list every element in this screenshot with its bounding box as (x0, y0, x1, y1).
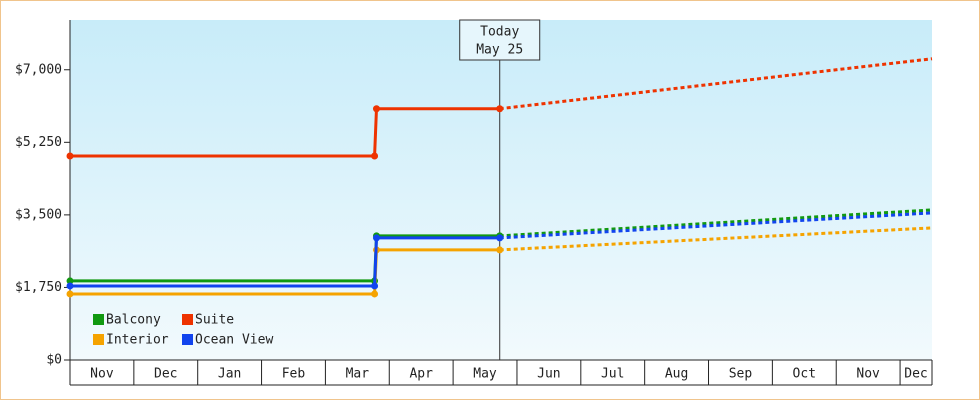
x-tick-label: Oct (793, 367, 816, 382)
plot-area (70, 20, 932, 360)
point (371, 282, 379, 290)
x-tick-label: May (473, 367, 497, 382)
point (66, 277, 74, 285)
x-tick-label: Aug (665, 367, 688, 382)
today-label: May 25 (476, 43, 523, 58)
point (66, 290, 74, 298)
x-tick-label: Jan (218, 367, 241, 382)
legend-swatch (182, 334, 193, 345)
x-tick-label: Dec (154, 367, 177, 382)
legend-swatch (182, 314, 193, 325)
legend-swatch (93, 334, 104, 345)
point (496, 105, 504, 113)
point (372, 105, 380, 113)
y-tick-label: $5,250 (15, 135, 62, 150)
legend-label: Balcony (106, 313, 161, 328)
legend-swatch (93, 314, 104, 325)
y-tick-label: $3,500 (15, 207, 62, 222)
x-tick-label: Dec (904, 367, 927, 382)
point (496, 234, 504, 242)
today-box (459, 19, 541, 61)
x-tick-label: Sep (729, 367, 753, 382)
y-tick-label: $0 (46, 353, 62, 368)
x-tick-label: Jul (601, 367, 624, 382)
point (496, 246, 504, 254)
series-line (70, 107, 500, 158)
x-tick-label: Jun (537, 367, 560, 382)
point (372, 234, 380, 242)
series-line (70, 236, 500, 288)
forecast-line (499, 57, 933, 111)
x-tick-label: Nov (90, 367, 114, 382)
point (66, 282, 74, 290)
x-tick-label: Mar (346, 367, 370, 382)
legend-label: Ocean View (195, 333, 273, 348)
x-tick-label: Nov (856, 367, 880, 382)
y-tick-label: $7,000 (15, 62, 62, 77)
x-tick-label: Apr (409, 367, 433, 382)
legend-label: Suite (195, 313, 234, 328)
legend-label: Interior (106, 333, 169, 348)
y-tick-label: $1,750 (15, 280, 62, 295)
point (66, 152, 74, 160)
x-tick-label: Feb (282, 367, 306, 382)
point (371, 290, 379, 298)
today-label: Today (480, 25, 519, 40)
point (371, 152, 379, 160)
